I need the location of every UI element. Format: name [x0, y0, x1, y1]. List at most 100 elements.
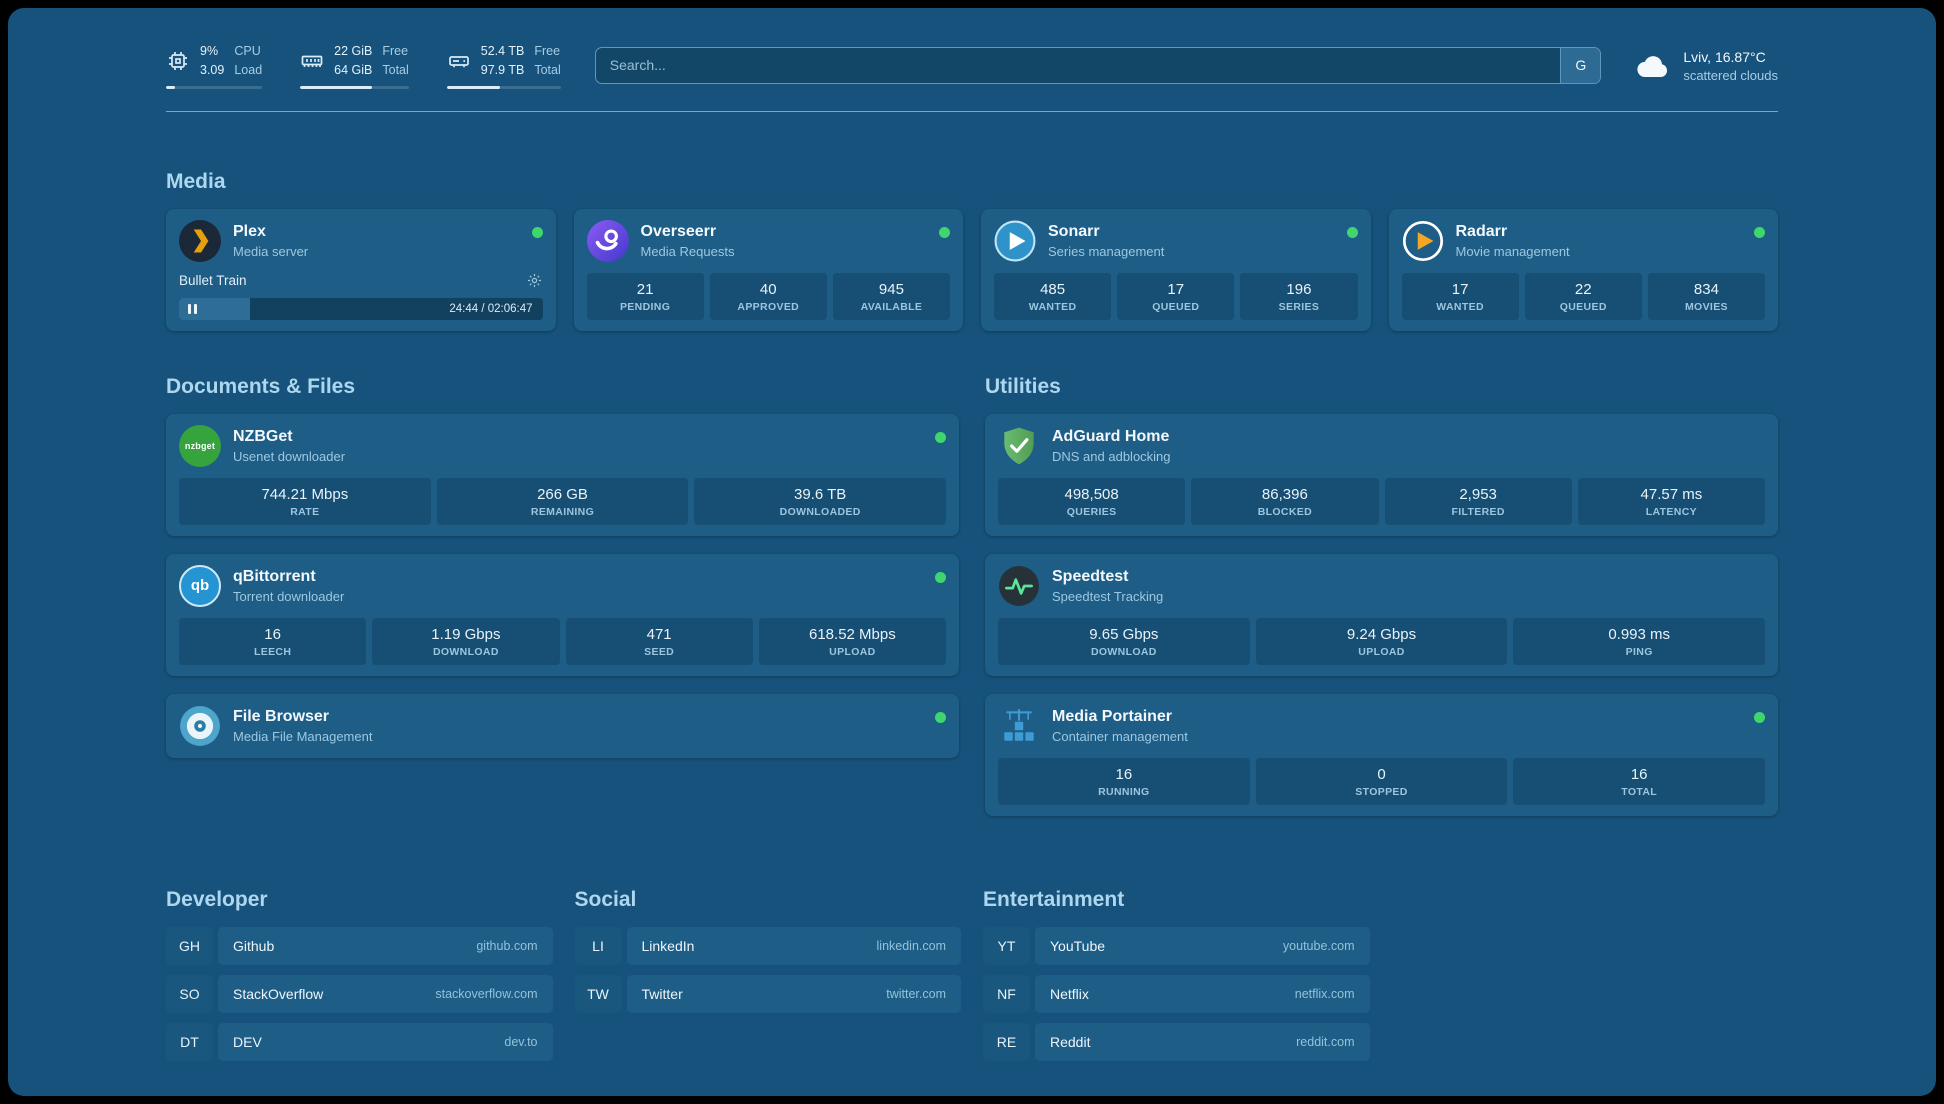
bookmark-twitter[interactable]: TW Twitter twitter.com [574, 974, 961, 1013]
header-divider [166, 110, 1778, 112]
bookmark-group-title: Social [574, 887, 637, 911]
stats-row: 21 PENDING 40 APPROVED 945 AVAILABLE [586, 272, 951, 320]
service-card-plex[interactable]: Plex Media server Bullet Train [166, 208, 556, 331]
service-card-nzbget[interactable]: nzbget NZBGet Usenet downloader 744.21 M… [166, 413, 959, 536]
weather-widget: Lviv, 16.87°C scattered clouds [1635, 47, 1778, 83]
overseerr-icon [586, 219, 629, 262]
bookmark-name: StackOverflow [233, 985, 324, 1002]
stats-row: 485 WANTED 17 QUEUED 196 SERIES [994, 272, 1358, 320]
cpu-widget: 9% 3.09 CPU Load [166, 42, 263, 89]
section-media: Media Plex Media server Bullet Train [166, 170, 1778, 331]
service-card-filebrowser[interactable]: File Browser Media File Management [166, 693, 959, 758]
bookmark-name: LinkedIn [641, 937, 695, 954]
stat-wanted: 17 WANTED [1401, 272, 1519, 320]
disk-labels: Free Total [534, 44, 561, 77]
bookmark-abbr: GH [166, 926, 213, 965]
stat-download: 1.19 Gbps DOWNLOAD [372, 617, 560, 665]
bookmark-url: youtube.com [1282, 938, 1355, 953]
bookmark-group-entertainment: Entertainment YT YouTube youtube.com NF … [983, 888, 1370, 1061]
status-dot-online [1346, 226, 1358, 238]
adguard-icon [998, 425, 1040, 467]
memory-usage-bar [300, 85, 409, 89]
service-card-speedtest[interactable]: Speedtest Speedtest Tracking 9.65 Gbps D… [985, 553, 1778, 676]
weather-text: Lviv, 16.87°C scattered clouds [1683, 47, 1778, 83]
service-name: Media Portainer [1052, 707, 1173, 725]
disk-values: 52.4 TB 97.9 TB [480, 44, 525, 77]
stat-queued: 22 QUEUED [1524, 272, 1642, 320]
bookmark-abbr: YT [983, 926, 1030, 965]
stat-queued: 17 QUEUED [1117, 272, 1235, 320]
bookmark-url: github.com [476, 938, 538, 953]
service-name: qBittorrent [233, 567, 316, 585]
stat-ping: 0.993 ms PING [1513, 617, 1766, 665]
cloud-icon [1635, 50, 1671, 80]
status-dot-online [1754, 711, 1765, 723]
sonarr-icon [994, 220, 1036, 262]
disk-widget: 52.4 TB 97.9 TB Free Total [446, 42, 561, 89]
bookmark-abbr: LI [574, 926, 622, 965]
pause-icon[interactable] [188, 303, 197, 314]
service-card-overseerr[interactable]: Overseerr Media Requests 21 PENDING 40 A… [573, 208, 963, 331]
stats-row: 16 LEECH 1.19 Gbps DOWNLOAD 471 SEED 6 [179, 617, 946, 665]
status-dot-online [935, 431, 946, 443]
bookmark-name: DEV [233, 1033, 262, 1050]
bookmark-name: Reddit [1050, 1033, 1091, 1050]
bookmark-name: Github [233, 937, 275, 954]
search-provider-button[interactable]: G [1560, 47, 1601, 83]
bookmark-linkedin[interactable]: LI LinkedIn linkedin.com [574, 926, 961, 965]
stat-stopped: 0 STOPPED [1255, 757, 1508, 805]
bookmark-netflix[interactable]: NF Netflix netflix.com [983, 974, 1370, 1013]
portainer-icon [998, 705, 1040, 747]
bookmark-github[interactable]: GH Github github.com [166, 926, 553, 965]
stat-remaining: 266 GB REMAINING [436, 477, 689, 525]
mid-sections: Documents & Files nzbget NZBGet Usenet d… [166, 375, 1778, 816]
service-subtitle: Torrent downloader [233, 588, 345, 604]
service-name: Overseerr [640, 222, 717, 240]
service-subtitle: Media Requests [640, 243, 735, 259]
disk-icon [447, 49, 471, 73]
service-card-radarr[interactable]: Radarr Movie management 17 WANTED 22 QUE… [1388, 208, 1778, 331]
cpu-values: 9% 3.09 [200, 44, 225, 77]
service-card-adguard[interactable]: AdGuard Home DNS and adblocking 498,508 … [985, 413, 1778, 536]
bookmark-dev[interactable]: DT DEV dev.to [166, 1022, 553, 1061]
service-name: Sonarr [1048, 222, 1100, 240]
service-card-sonarr[interactable]: Sonarr Series management 485 WANTED 17 Q… [981, 208, 1371, 331]
stats-row: 9.65 Gbps DOWNLOAD 9.24 Gbps UPLOAD 0.99… [998, 617, 1766, 665]
playback-progress-bar[interactable]: 24:44 / 02:06:47 [179, 297, 543, 320]
stat-series: 196 SERIES [1240, 272, 1358, 320]
service-card-qbittorrent[interactable]: qb qBittorrent Torrent downloader 16 LEE… [166, 553, 959, 676]
search-bar: G [594, 46, 1602, 84]
stat-wanted: 485 WANTED [994, 272, 1112, 320]
search-input[interactable] [595, 47, 1561, 83]
bookmark-youtube[interactable]: YT YouTube youtube.com [983, 926, 1370, 965]
bookmark-stackoverflow[interactable]: SO StackOverflow stackoverflow.com [166, 974, 553, 1013]
dashboard-panel: 9% 3.09 CPU Load [8, 8, 1936, 1096]
section-title-utilities: Utilities [985, 374, 1061, 398]
service-subtitle: Media File Management [233, 728, 373, 744]
section-documents: Documents & Files nzbget NZBGet Usenet d… [166, 375, 959, 816]
stat-seed: 471 SEED [565, 617, 753, 665]
stat-download: 9.65 Gbps DOWNLOAD [998, 617, 1250, 665]
bookmark-url: twitter.com [886, 986, 946, 1001]
stats-row: 498,508 QUERIES 86,396 BLOCKED 2,953 FIL… [998, 477, 1765, 525]
stats-row: 16 RUNNING 0 STOPPED 16 TOTAL [998, 757, 1766, 805]
section-title-documents: Documents & Files [166, 374, 356, 398]
stat-running: 16 RUNNING [998, 757, 1250, 805]
bookmark-group-empty [1392, 888, 1779, 1061]
stat-filtered: 2,953 FILTERED [1384, 477, 1572, 525]
bookmark-abbr: NF [983, 974, 1030, 1013]
bookmark-reddit[interactable]: RE Reddit reddit.com [983, 1022, 1370, 1061]
bookmarks: Developer GH Github github.com SO StackO… [166, 888, 1778, 1061]
stat-latency: 47.57 ms LATENCY [1577, 477, 1765, 525]
bookmark-abbr: TW [574, 974, 622, 1013]
service-card-portainer[interactable]: Media Portainer Container management 16 … [985, 693, 1778, 816]
bookmark-group-developer: Developer GH Github github.com SO StackO… [166, 888, 553, 1061]
bookmark-abbr: RE [983, 1022, 1030, 1061]
gear-icon[interactable] [526, 272, 543, 289]
stat-pending: 21 PENDING [586, 272, 704, 320]
qbittorrent-icon: qb [179, 564, 221, 607]
service-subtitle: Speedtest Tracking [1052, 588, 1164, 604]
stat-approved: 40 APPROVED [709, 272, 827, 320]
stat-total: 16 TOTAL [1513, 757, 1766, 805]
bookmark-url: linkedin.com [876, 938, 946, 953]
